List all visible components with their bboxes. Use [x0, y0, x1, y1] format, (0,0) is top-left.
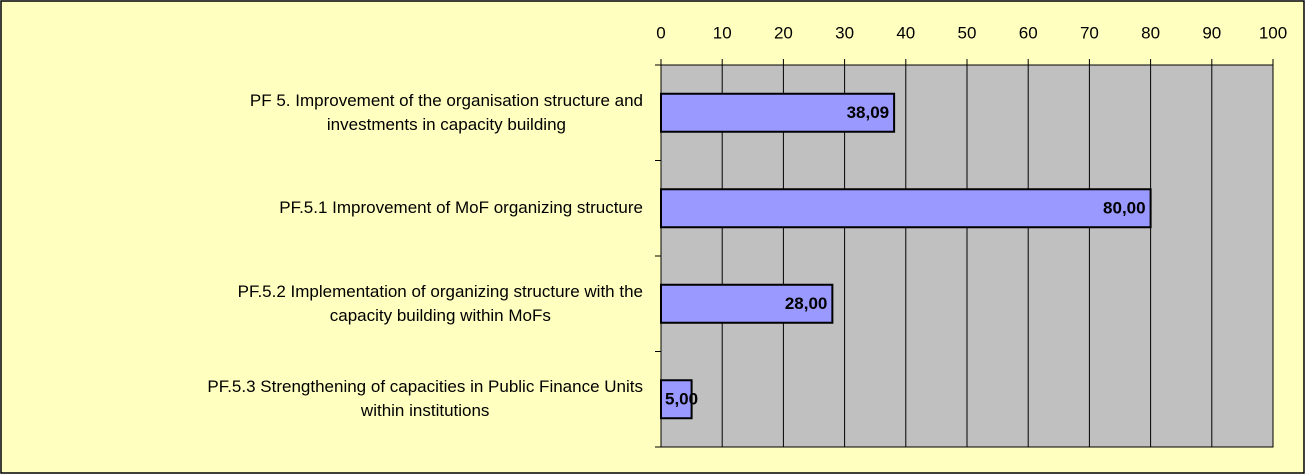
x-tick-label: 70 [1080, 23, 1099, 42]
data-label: 28,00 [785, 294, 828, 313]
bar [660, 379, 693, 420]
bar [660, 283, 834, 324]
y-tick-label: PF.5.3 Strengthening of capacities in Pu… [207, 377, 643, 421]
x-tick-label: 40 [896, 23, 915, 42]
x-tick-label: 20 [774, 23, 793, 42]
y-tick-label: PF.5.2 Implementation of organizing stru… [237, 281, 643, 325]
data-label: 5,00 [665, 390, 698, 409]
x-tick-label: 50 [958, 23, 977, 42]
bar [660, 92, 896, 133]
data-label: 80,00 [1103, 199, 1146, 218]
x-tick-label: 100 [1259, 23, 1287, 42]
x-tick-label: 0 [656, 23, 665, 42]
x-tick-label: 30 [835, 23, 854, 42]
x-tick-label: 80 [1141, 23, 1160, 42]
y-tick-label: PF.5.1 Improvement of MoF organizing str… [279, 198, 643, 218]
x-tick-label: 10 [713, 23, 732, 42]
data-label: 38,09 [847, 103, 890, 122]
x-tick-label: 60 [1019, 23, 1038, 42]
y-tick-label: PF 5. Improvement of the organisation st… [249, 90, 643, 134]
bar [660, 188, 1152, 229]
x-tick-label: 90 [1202, 23, 1221, 42]
